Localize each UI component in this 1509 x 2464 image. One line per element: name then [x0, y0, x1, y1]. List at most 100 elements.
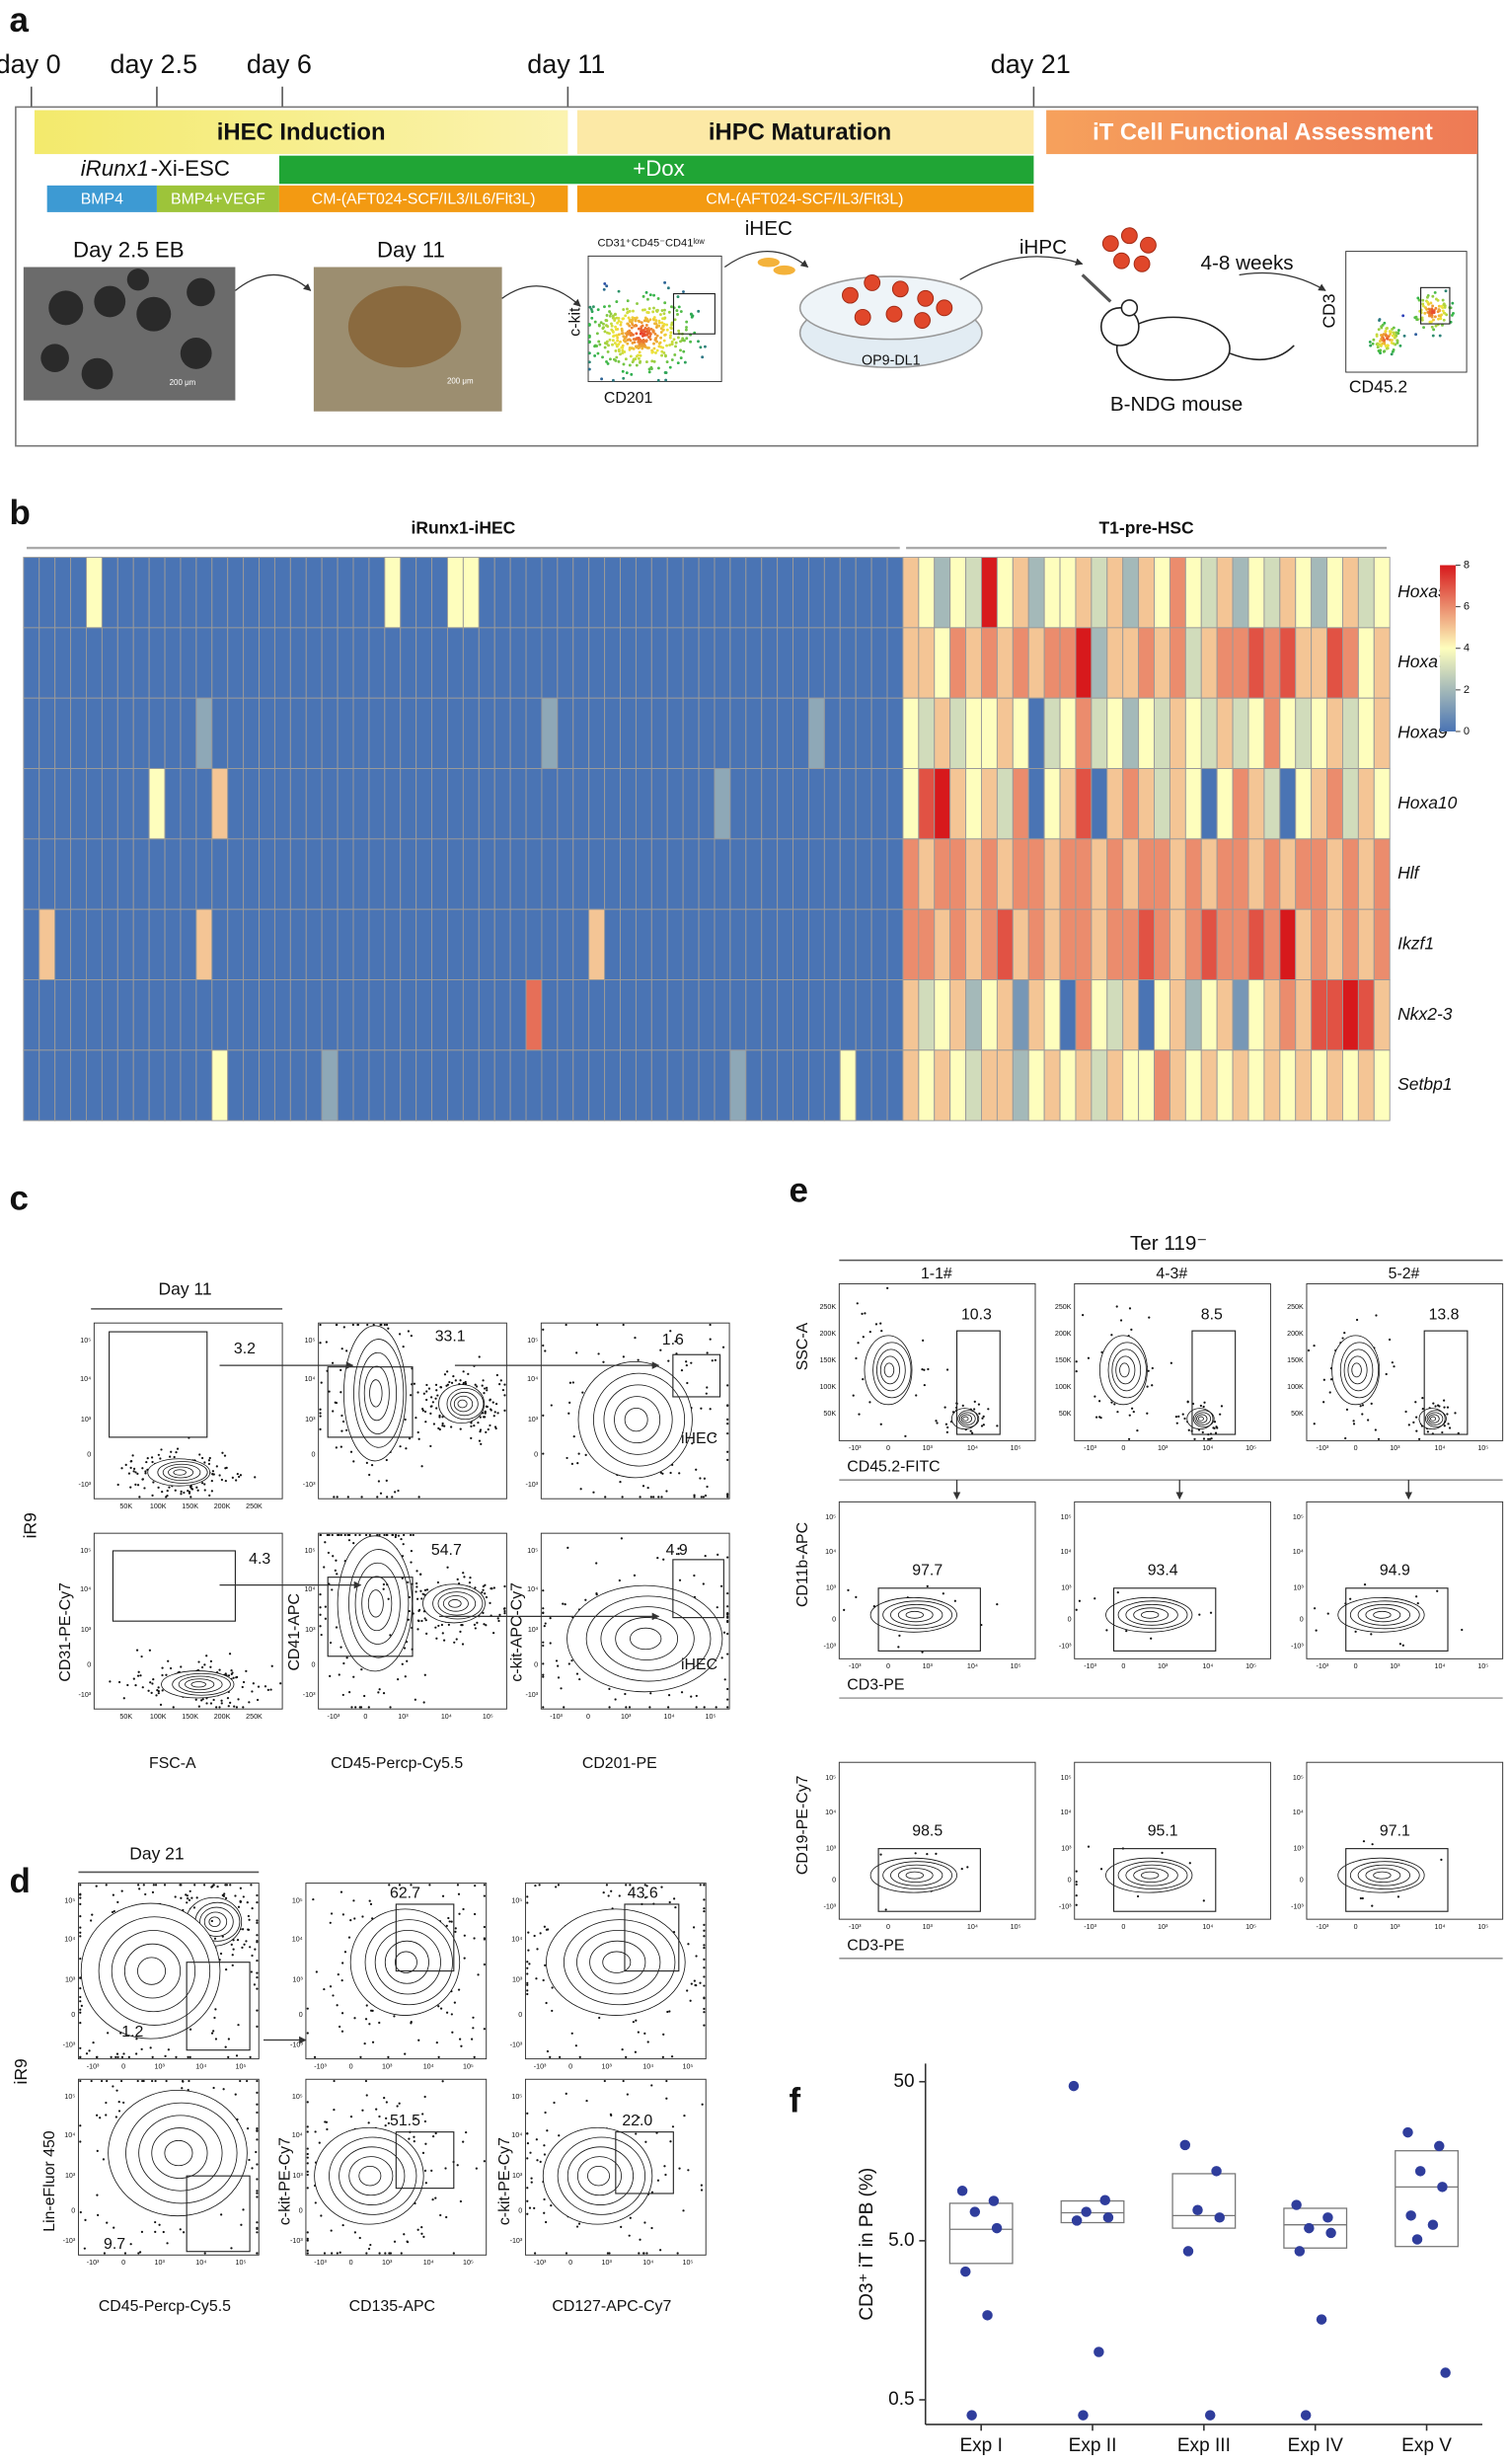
contour — [630, 1627, 662, 1651]
heatmap-cell — [1138, 697, 1155, 770]
contour — [208, 1916, 221, 1928]
gate — [109, 1331, 208, 1438]
event-dot — [396, 2105, 399, 2108]
heatmap-cell — [1027, 838, 1045, 910]
heatmap-cell — [148, 627, 166, 699]
event-dot — [1186, 1401, 1189, 1404]
dox-bar — [278, 155, 1034, 185]
event-dot — [436, 1394, 439, 1397]
event-dot — [420, 2232, 423, 2235]
heatmap-cell — [1279, 908, 1297, 980]
event-dot — [1447, 1423, 1450, 1425]
event-dot — [646, 2040, 649, 2043]
event-dot — [140, 1655, 143, 1658]
event-dot — [405, 1447, 408, 1450]
event-dot — [256, 2025, 259, 2028]
event-dot — [1202, 1405, 1205, 1409]
event-dot — [404, 2052, 407, 2055]
heatmap-cell — [23, 1049, 40, 1121]
heatmap-cell — [211, 768, 229, 840]
heatmap-cell — [132, 979, 150, 1051]
heatmap-cell — [1311, 768, 1328, 840]
event-dot — [425, 1390, 428, 1393]
event-dot — [445, 1384, 448, 1387]
heatmap-cell — [1154, 768, 1170, 840]
event-dot — [960, 1867, 963, 1871]
heatmap-cell — [1357, 627, 1375, 699]
heatmap-cell — [148, 697, 166, 770]
event-dot — [1438, 1405, 1441, 1408]
event-dot — [639, 332, 642, 336]
event-dot — [200, 1456, 204, 1460]
event-dot — [1428, 308, 1432, 312]
event-dot — [551, 2009, 554, 2013]
event-dot — [1436, 1589, 1439, 1592]
event-dot — [478, 1355, 481, 1358]
event-dot — [176, 1447, 180, 1450]
event-dot — [141, 1467, 144, 1470]
day-label: day 6 — [247, 49, 312, 79]
event-dot — [385, 1479, 388, 1482]
event-dot — [116, 1483, 119, 1487]
heatmap-cell — [1169, 979, 1186, 1051]
event-dot — [120, 2055, 124, 2058]
heatmap-cell — [86, 627, 103, 699]
heatmap-cell — [1200, 979, 1218, 1051]
heatmap-cell — [1357, 838, 1375, 910]
event-dot — [474, 1627, 477, 1630]
event-dot — [1431, 334, 1435, 338]
heatmap-cell — [462, 979, 480, 1051]
data-point — [1411, 2234, 1423, 2245]
event-dot — [224, 1479, 227, 1483]
heatmap-cell — [431, 1049, 448, 1121]
event-dot — [596, 351, 600, 355]
heatmap-cell — [1169, 557, 1186, 629]
event-dot — [186, 1896, 189, 1900]
heatmap-cell — [965, 697, 982, 770]
heatmap-cell — [273, 557, 291, 629]
event-dot — [628, 2234, 631, 2237]
gate — [615, 2131, 674, 2194]
tick-label: 0 — [349, 2259, 353, 2267]
event-dot — [460, 1624, 463, 1627]
event-dot — [669, 2140, 672, 2143]
event-dot — [105, 2101, 108, 2105]
event-dot — [626, 311, 630, 315]
tick-label: 10⁵ — [64, 2093, 75, 2101]
event-dot — [528, 1963, 531, 1965]
event-dot — [982, 1424, 985, 1426]
tick-label: 10⁵ — [1011, 1662, 1021, 1670]
event-dot — [341, 2223, 344, 2227]
heatmap-cell — [729, 838, 747, 910]
event-dot — [626, 299, 630, 303]
heatmap-cell — [996, 979, 1014, 1051]
event-dot — [695, 1955, 698, 1958]
event-dot — [347, 1936, 351, 1939]
event-dot — [243, 1943, 246, 1946]
heatmap-cell — [195, 627, 213, 699]
tick-label: 250K — [1287, 1303, 1304, 1311]
event-dot — [595, 1593, 598, 1596]
event-dot — [542, 1978, 545, 1982]
event-dot — [699, 1981, 702, 1984]
contour — [602, 1951, 632, 1973]
heatmap-cell — [1295, 979, 1313, 1051]
heatmap-cell — [1326, 838, 1343, 910]
heatmap-cell — [682, 979, 700, 1051]
event-dot — [489, 1601, 491, 1605]
event-dot — [607, 1894, 610, 1897]
event-dot — [716, 1606, 718, 1609]
heatmap-cell — [996, 768, 1014, 840]
event-dot — [424, 1619, 427, 1622]
event-dot — [574, 2044, 577, 2047]
heatmap-cell — [101, 627, 118, 699]
event-dot — [212, 2030, 215, 2033]
event-dot — [602, 322, 605, 326]
tick-label: 10⁵ — [1245, 1923, 1256, 1931]
event-dot — [659, 336, 663, 340]
tick-label: -10³ — [314, 2062, 327, 2070]
heatmap-cell — [164, 768, 182, 840]
heatmap-cell — [259, 557, 275, 629]
event-dot — [1208, 1437, 1212, 1440]
